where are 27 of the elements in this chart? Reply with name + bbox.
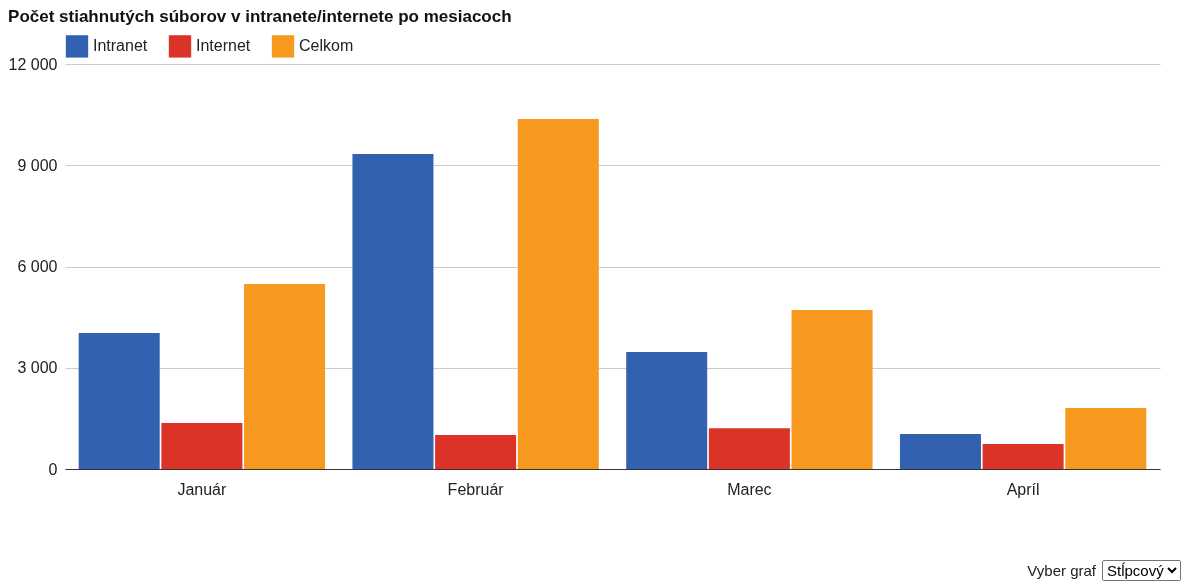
legend-label: Intranet	[93, 37, 148, 55]
chart-title: Počet stiahnutých súborov v intranete/internete po mesiacoch	[8, 7, 512, 26]
bar	[244, 284, 326, 469]
x-tick-label: Február	[447, 480, 505, 498]
y-tick-label: 0	[48, 460, 58, 478]
bar	[626, 351, 708, 469]
bar	[899, 433, 981, 469]
bar	[791, 310, 873, 469]
y-tick-label: 9 000	[17, 156, 58, 174]
x-tick-label: Apríl	[1006, 480, 1040, 498]
bar	[78, 332, 160, 469]
chart-type-dropdown: Stĺpcový	[1102, 560, 1181, 581]
x-tick-label: Január	[177, 480, 228, 498]
legend-label: Celkom	[299, 37, 354, 55]
bar	[517, 119, 599, 469]
x-tick-label: Marec	[727, 480, 772, 498]
bar	[982, 444, 1064, 469]
y-tick-label: 3 000	[17, 359, 58, 377]
bar	[435, 434, 517, 469]
bar	[708, 428, 790, 469]
bar	[352, 154, 434, 469]
bar	[161, 423, 243, 469]
y-tick-label: 6 000	[17, 258, 58, 275]
bar	[1065, 407, 1147, 469]
y-tick-label: 12 000	[8, 55, 58, 73]
text: Vyber graf	[1027, 562, 1096, 579]
legend-label: Internet	[196, 37, 251, 55]
